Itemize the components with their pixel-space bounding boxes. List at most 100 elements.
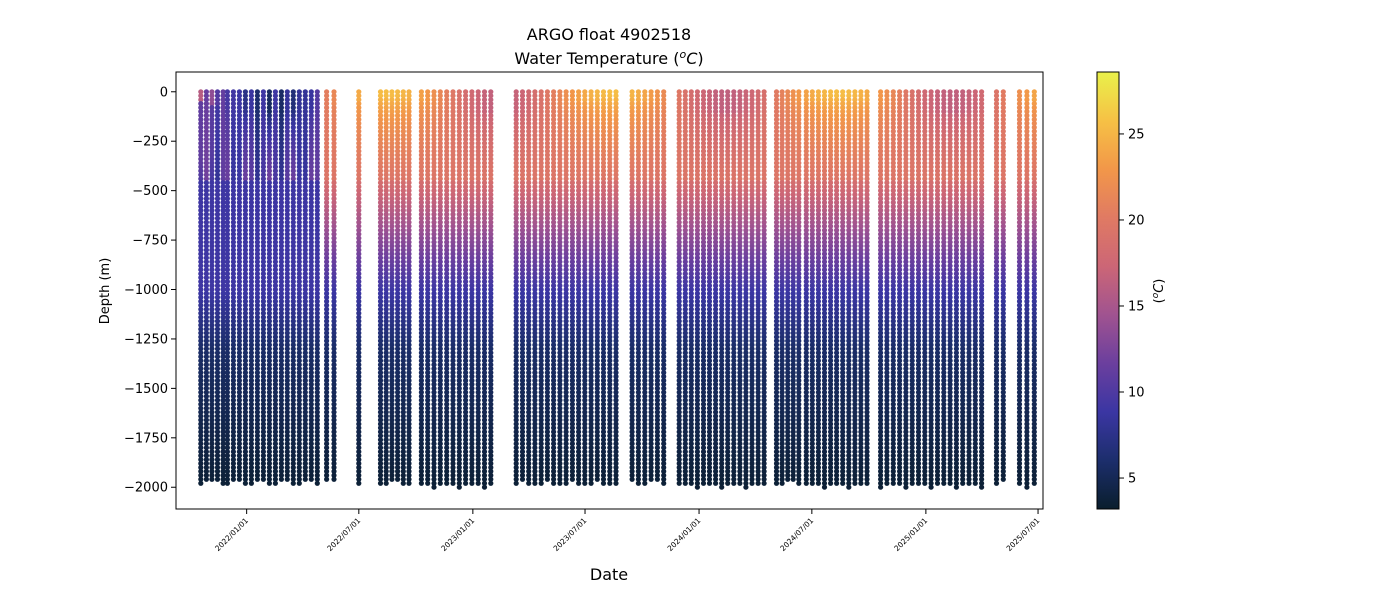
- profile-point: [198, 346, 204, 352]
- profile-point: [214, 302, 221, 308]
- profile-point: [203, 180, 209, 186]
- profile-point: [209, 196, 215, 202]
- profile-point: [203, 267, 209, 273]
- profile-point: [214, 112, 221, 119]
- profile-point: [203, 144, 209, 150]
- profile-point: [209, 358, 215, 364]
- profile-point: [209, 362, 215, 368]
- profile-point: [198, 283, 204, 289]
- profile: [203, 89, 209, 482]
- profile-point: [220, 263, 226, 269]
- profile-point: [209, 152, 215, 158]
- profile-point: [383, 480, 389, 486]
- profile-point: [236, 105, 242, 111]
- profile-point: [236, 116, 242, 123]
- profile-point: [209, 381, 215, 387]
- profile-point: [203, 188, 209, 194]
- profile-point: [209, 401, 215, 407]
- profile-point: [236, 366, 242, 372]
- profile-point: [224, 152, 230, 158]
- profile-point: [203, 377, 209, 384]
- profile-point: [198, 124, 204, 130]
- profile-point: [544, 476, 551, 482]
- profile-point: [209, 413, 215, 419]
- profile-point: [236, 188, 242, 194]
- profile-point: [551, 480, 557, 486]
- profile-point: [230, 472, 236, 478]
- profile-point: [214, 413, 221, 419]
- profile-point: [224, 283, 230, 289]
- profile-point: [198, 196, 204, 202]
- profile-point: [209, 350, 215, 356]
- profile-point: [224, 377, 230, 384]
- profile-point: [230, 160, 236, 166]
- profile-point: [236, 350, 242, 356]
- profile-point: [224, 421, 230, 427]
- profile-point: [224, 196, 230, 202]
- profile-point: [481, 484, 488, 490]
- profile-point: [230, 393, 236, 399]
- profile-point: [224, 381, 230, 387]
- profile-point: [214, 405, 221, 411]
- profile-point: [236, 286, 242, 293]
- profile-point: [220, 457, 226, 463]
- profile-point: [224, 271, 230, 277]
- profile-point: [214, 235, 221, 241]
- profile-point: [209, 128, 215, 134]
- profile-point: [203, 460, 209, 467]
- profile-point: [230, 128, 236, 134]
- profile-point: [224, 362, 230, 368]
- profile-point: [203, 199, 209, 206]
- profile-point: [209, 108, 215, 115]
- profile-point: [220, 120, 226, 126]
- profile-point: [230, 306, 236, 312]
- profiles-layer: [198, 89, 1037, 490]
- profile-point: [220, 389, 226, 395]
- profile-point: [456, 484, 462, 490]
- profile-point: [230, 342, 236, 348]
- profile-point: [224, 370, 230, 376]
- profile-point: [214, 215, 221, 221]
- profile-point: [220, 338, 226, 344]
- profile-point: [198, 105, 204, 111]
- profile-point: [209, 263, 215, 269]
- profile-point: [220, 93, 226, 99]
- profile-point: [230, 108, 236, 115]
- profile-point: [209, 310, 215, 316]
- profile-point: [230, 377, 236, 384]
- profile-point: [214, 136, 221, 142]
- profile-point: [203, 105, 209, 111]
- profile-point: [214, 168, 221, 174]
- profile-point: [248, 480, 254, 486]
- profile-point: [236, 362, 242, 368]
- profile-point: [220, 219, 226, 225]
- profile-point: [198, 116, 204, 123]
- profile-point: [214, 338, 221, 344]
- profile-point: [224, 140, 230, 146]
- profile-point: [224, 441, 230, 447]
- profile-point: [198, 413, 204, 419]
- profile-point: [230, 184, 236, 190]
- profile-point: [203, 271, 209, 277]
- chart-title: ARGO float 4902518: [527, 25, 691, 44]
- profile-point: [214, 251, 221, 257]
- profile-point: [236, 180, 242, 186]
- profile-point: [203, 298, 209, 304]
- profile-point: [230, 362, 236, 368]
- profile-point: [203, 239, 209, 245]
- profile-point: [220, 89, 226, 95]
- profile-point: [230, 358, 236, 364]
- profile-point: [203, 354, 209, 360]
- profile-point: [209, 207, 215, 213]
- profile-point: [236, 306, 242, 312]
- profile-point: [214, 445, 221, 451]
- profile-point: [242, 480, 248, 486]
- profile-point: [236, 176, 242, 182]
- profile-point: [220, 180, 226, 186]
- profile-point: [209, 457, 215, 463]
- profile-point: [214, 433, 221, 439]
- profile-point: [220, 211, 226, 217]
- profile-point: [214, 172, 221, 178]
- profile-point: [236, 211, 242, 217]
